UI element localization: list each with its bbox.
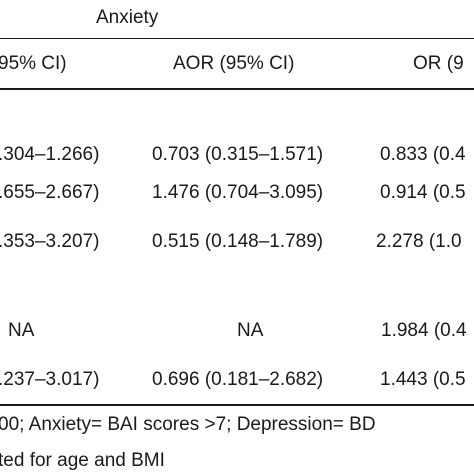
table-cell: 0.914 (0.5 — [380, 182, 466, 203]
footnote-line-2: ted for age and BMI — [0, 450, 165, 471]
table-cell: NA — [237, 320, 264, 341]
table-cell: 1.984 (0.4 — [381, 320, 467, 341]
table-cell: .304–1.266) — [0, 144, 100, 165]
header-rule — [0, 88, 474, 90]
footnote-line-1: 00; Anxiety= BAI scores >7; Depression= … — [0, 414, 376, 435]
table-cell: 1.476 (0.704–3.095) — [152, 182, 324, 203]
column-header-aor: AOR (95% CI) — [173, 53, 295, 74]
table-cell: NA — [8, 320, 35, 341]
column-header-or: OR (9 — [413, 53, 464, 74]
column-header-ci: 95% CI) — [0, 53, 67, 74]
table-cell: 1.443 (0.5 — [380, 369, 466, 390]
bottom-rule — [0, 404, 474, 406]
table-cell: 0.833 (0.4 — [380, 144, 466, 165]
table-cell: .237–3.017) — [0, 369, 100, 390]
table-cell: 0.703 (0.315–1.571) — [152, 144, 324, 165]
table-cell: 2.278 (1.0 — [376, 231, 462, 252]
group-header-anxiety: Anxiety — [96, 7, 159, 28]
group-header-underline — [0, 38, 474, 39]
table-cell: 0.696 (0.181–2.682) — [152, 369, 324, 390]
table-cell: .353–3.207) — [0, 231, 100, 252]
table-cell: .655–2.667) — [0, 182, 100, 203]
table-cell: 0.515 (0.148–1.789) — [152, 231, 324, 252]
